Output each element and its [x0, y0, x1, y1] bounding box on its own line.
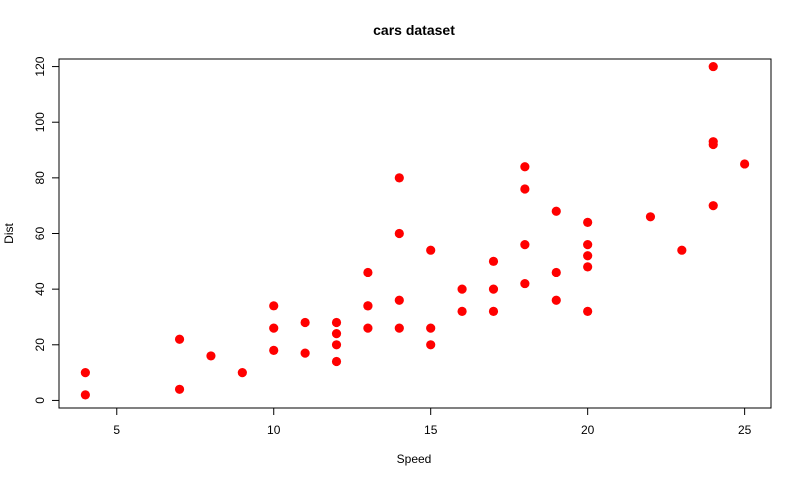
data-point [331, 317, 342, 328]
data-point [394, 228, 404, 239]
data-point [708, 137, 718, 147]
data-point [551, 206, 561, 216]
y-tick-label: 0 [33, 397, 47, 404]
data-point [331, 356, 342, 367]
x-tick-label: 10 [267, 423, 281, 437]
data-point [583, 217, 593, 227]
data-point [551, 267, 561, 278]
data-point [363, 267, 373, 278]
x-tick-label: 5 [113, 423, 120, 437]
data-point [331, 340, 342, 350]
data-point [520, 184, 530, 194]
data-point [457, 284, 467, 294]
y-axis: 0 20 40 60 80 100 120 [33, 56, 60, 404]
data-point [394, 295, 404, 305]
data-point [457, 306, 467, 317]
data-point [426, 340, 436, 350]
data-point [300, 348, 310, 358]
data-point [426, 323, 436, 333]
x-tick-label: 20 [581, 423, 595, 437]
x-tick-label: 25 [738, 423, 752, 437]
data-point [551, 295, 561, 305]
plot-frame [58, 58, 772, 409]
data-point [206, 351, 216, 361]
data-point [394, 173, 404, 183]
x-axis-title: Speed [397, 452, 432, 466]
data-point [740, 159, 750, 169]
data-point [520, 278, 530, 289]
y-tick-label: 80 [33, 171, 47, 185]
data-point [583, 306, 593, 317]
data-point [331, 329, 342, 339]
data-point [80, 390, 90, 400]
data-point [237, 368, 247, 378]
data-point [583, 251, 593, 261]
data-point [269, 345, 279, 355]
data-point [520, 240, 530, 250]
y-tick-label: 40 [33, 282, 47, 296]
data-point [363, 301, 373, 311]
x-tick-label: 15 [424, 423, 438, 437]
data-point [426, 245, 436, 255]
y-tick-label: 60 [33, 227, 47, 241]
x-axis: 5 10 15 20 25 [113, 407, 752, 437]
data-point [174, 384, 185, 394]
data-point [80, 368, 90, 378]
chart-title: cars dataset [373, 22, 455, 38]
data-point [394, 323, 404, 333]
data-point [363, 323, 373, 333]
data-point [583, 240, 593, 250]
data-point [269, 323, 279, 333]
y-tick-label: 20 [33, 338, 47, 352]
y-axis-title: Dist [2, 223, 16, 244]
y-tick-label: 120 [33, 56, 47, 76]
data-point [488, 306, 499, 317]
data-point [269, 301, 279, 311]
y-tick-label: 100 [33, 112, 47, 132]
data-point [488, 256, 499, 266]
data-point [520, 162, 530, 172]
data-point [174, 334, 185, 344]
data-point [488, 284, 499, 294]
data-point [300, 317, 310, 328]
data-point [708, 201, 718, 211]
data-points [80, 61, 750, 400]
data-point [583, 262, 593, 272]
data-point [645, 212, 656, 222]
data-point [677, 245, 687, 255]
data-point [708, 61, 718, 72]
